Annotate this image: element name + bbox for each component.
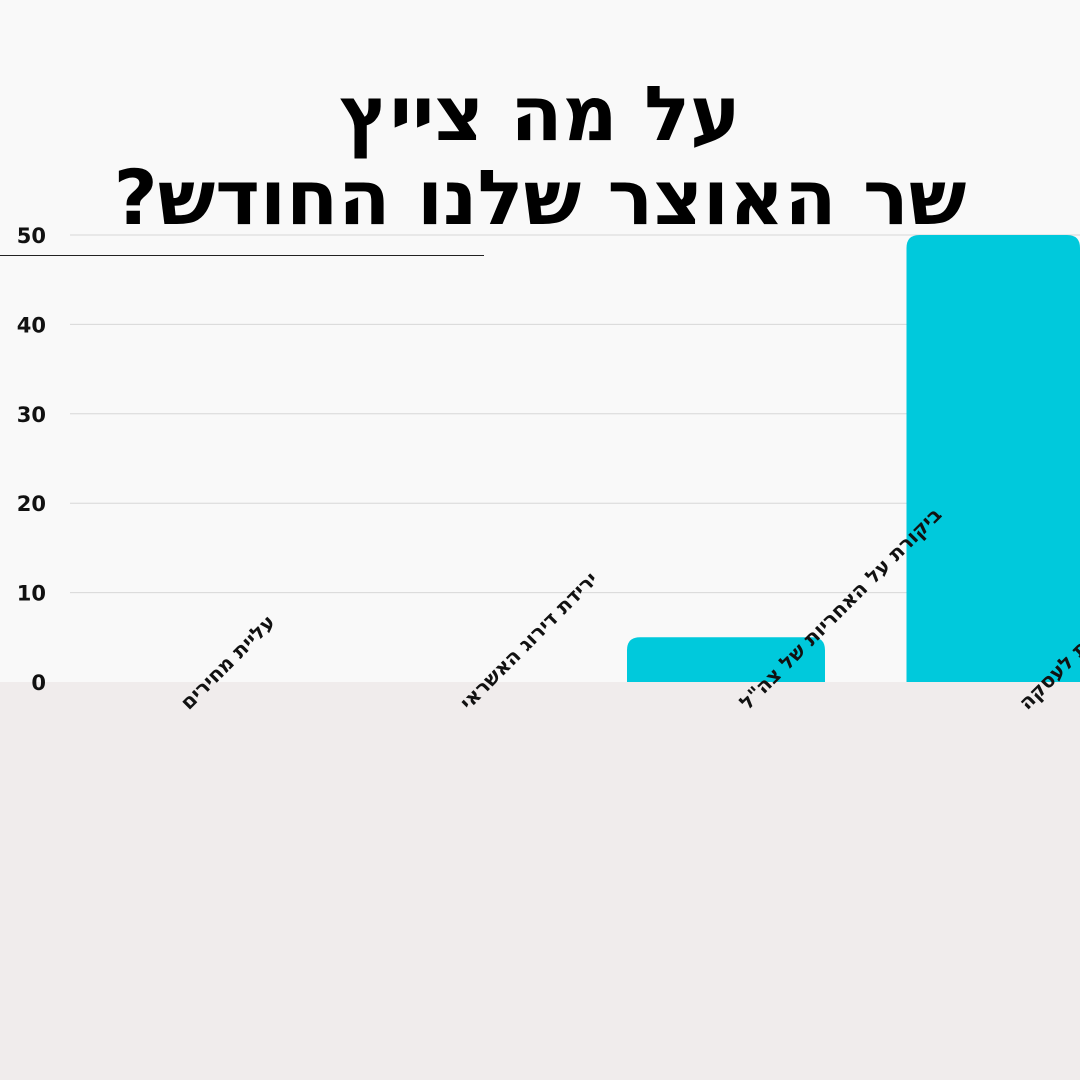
y-tick-label: 30	[17, 403, 46, 427]
x-category-label: עליית מחירים	[175, 610, 279, 714]
category-band	[0, 682, 1080, 1080]
y-tick-label: 20	[17, 492, 46, 516]
y-tick-label: 10	[17, 582, 46, 606]
y-tick-label: 50	[17, 224, 46, 248]
chart-title-line-2: שר האוצר שלנו החודש?	[113, 153, 967, 242]
chart-title-line-1: על מה צייץ	[339, 69, 741, 158]
title-underline	[0, 255, 484, 256]
bar	[906, 235, 1080, 682]
x-category-label: ירידת דירוג האשראי	[455, 567, 603, 715]
y-tick-label: 0	[31, 671, 46, 695]
y-tick-label: 40	[17, 313, 46, 337]
bar	[627, 637, 825, 682]
